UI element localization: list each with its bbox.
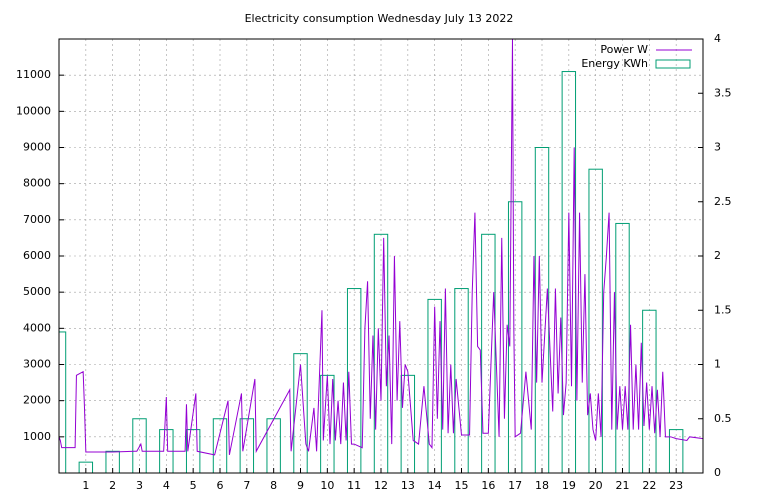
- legend-swatch: [655, 59, 691, 69]
- x-tick-label: 17: [508, 479, 522, 492]
- y2-tick-label: 0: [714, 466, 721, 479]
- x-tick-label: 2: [109, 479, 116, 492]
- x-tick-label: 22: [642, 479, 656, 492]
- y-tick-label: 2000: [23, 394, 51, 407]
- x-tick-label: 20: [589, 479, 603, 492]
- x-tick-label: 19: [562, 479, 576, 492]
- x-tick-label: 6: [217, 479, 224, 492]
- energy-bar: [239, 418, 255, 473]
- y-tick-label: 1000: [23, 430, 51, 443]
- y-tick-label: 8000: [23, 177, 51, 190]
- y2-tick-label: 0.5: [714, 412, 732, 425]
- x-tick-label: 23: [669, 479, 683, 492]
- x-tick-label: 18: [535, 479, 549, 492]
- y-tick-label: 9000: [23, 141, 51, 154]
- x-tick-label: 1: [82, 479, 89, 492]
- legend-label: Power W: [600, 43, 648, 56]
- y-tick-label: 6000: [23, 249, 51, 262]
- chart-title: Electricity consumption Wednesday July 1…: [245, 12, 514, 25]
- x-tick-label: 21: [616, 479, 630, 492]
- plot-area: [59, 39, 703, 473]
- energy-bar: [185, 429, 201, 473]
- x-tick-label: 12: [374, 479, 388, 492]
- x-tick-label: 10: [320, 479, 334, 492]
- power-line: [59, 39, 703, 456]
- y-tick-label: 10000: [16, 104, 51, 117]
- x-tick-label: 9: [297, 479, 304, 492]
- legend-label: Energy KWh: [581, 57, 648, 70]
- x-tick-label: 14: [428, 479, 442, 492]
- y-tick-label: 11000: [16, 68, 51, 81]
- energy-bar: [668, 429, 684, 473]
- y-tick-label: 7000: [23, 213, 51, 226]
- x-tick-label: 5: [190, 479, 197, 492]
- x-tick-label: 7: [243, 479, 250, 492]
- y-tick-label: 5000: [23, 285, 51, 298]
- y2-tick-label: 2.5: [714, 195, 732, 208]
- y2-tick-label: 3.5: [714, 86, 732, 99]
- y2-tick-label: 1: [714, 358, 721, 371]
- energy-bar: [132, 418, 147, 473]
- y2-tick-label: 4: [714, 32, 721, 45]
- energy-bar: [481, 233, 496, 473]
- y2-tick-label: 2: [714, 249, 721, 262]
- energy-bar: [212, 418, 228, 473]
- x-tick-label: 16: [481, 479, 495, 492]
- x-tick-label: 11: [347, 479, 361, 492]
- x-tick-label: 4: [163, 479, 170, 492]
- y2-tick-label: 3: [714, 141, 721, 154]
- x-tick-label: 3: [136, 479, 143, 492]
- y2-tick-label: 1.5: [714, 303, 732, 316]
- x-tick-label: 15: [455, 479, 469, 492]
- y-tick-label: 3000: [23, 358, 51, 371]
- y-tick-label: 4000: [23, 321, 51, 334]
- x-tick-label: 8: [270, 479, 277, 492]
- x-tick-label: 13: [401, 479, 415, 492]
